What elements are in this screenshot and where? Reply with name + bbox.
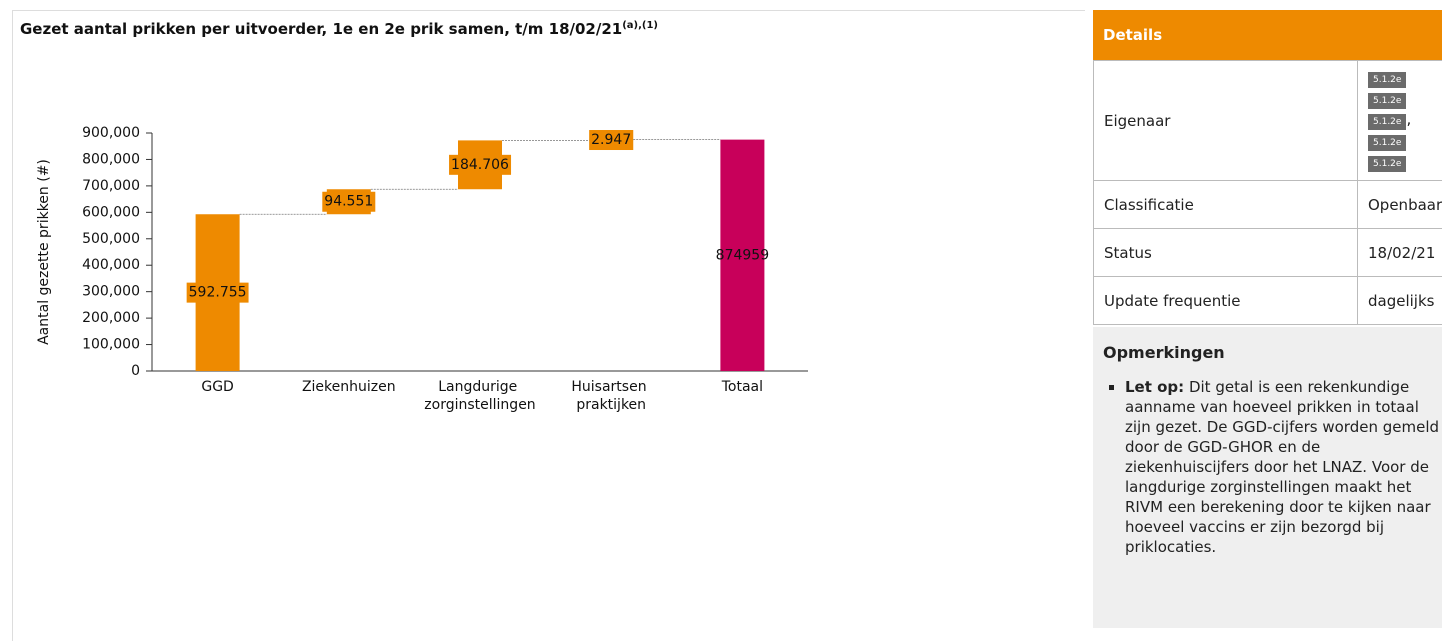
remarks-title: Opmerkingen (1103, 343, 1442, 363)
redaction-line: 5.1.2e (1368, 152, 1442, 173)
value-label: 94.551 (324, 194, 373, 210)
redaction: 5.1.2e (1368, 156, 1406, 172)
redaction: 5.1.2e (1368, 72, 1406, 88)
value: 18/02/21 (1368, 244, 1435, 262)
row-value: 18/02/21 (1358, 229, 1442, 277)
remarks-list: Let op: Dit getal is een rekenkundige aa… (1103, 377, 1442, 557)
remarks: Opmerkingen Let op: Dit getal is een rek… (1093, 327, 1442, 628)
redaction: 5.1.2e (1368, 93, 1406, 109)
details-row: Status 18/02/21 (1094, 229, 1442, 277)
chart: Aantal gezette prikken (#) 0 100,000 200,00… (0, 0, 1090, 628)
value: Openbaar (1368, 196, 1442, 214)
row-value: Openbaar (1358, 181, 1442, 229)
redaction-line: 5.1.2e, (1368, 110, 1442, 131)
y-tick-label: 0 (131, 363, 140, 379)
row-label: Update frequentie (1094, 277, 1358, 325)
details-row: Update frequentie dagelijks (1094, 277, 1442, 325)
x-tick-label: Totaal (721, 379, 763, 395)
y-tick-label: 100,000 (82, 337, 140, 353)
row-label: Classificatie (1094, 181, 1358, 229)
row-label: Eigenaar (1094, 61, 1358, 181)
y-tick-label: 500,000 (82, 231, 140, 247)
page: Gezet aantal prikken per uitvoerder, 1e … (0, 0, 1442, 628)
y-tick-label: 800,000 (82, 151, 140, 167)
redaction-line: 5.1.2e (1368, 68, 1442, 89)
row-value: dagelijks (1358, 277, 1442, 325)
y-axis-label: Aantal gezette prikken (#) (36, 159, 52, 345)
value: dagelijks (1368, 292, 1434, 310)
x-tick-label: Langdurige zorginstellingen (424, 379, 535, 413)
redaction-line: 5.1.2e (1368, 131, 1442, 152)
value-label: 2.947 (591, 132, 631, 148)
separator: , (1406, 110, 1411, 128)
value-label: 184.706 (451, 157, 509, 173)
x-tick-label: GGD (201, 379, 233, 395)
remark: Let op: Dit getal is een rekenkundige aa… (1125, 377, 1442, 557)
y-tick-label: 600,000 (82, 204, 140, 220)
x-tick-label: Ziekenhuizen (302, 379, 396, 395)
details-row: Classificatie Openbaar (1094, 181, 1442, 229)
value-label: 874959 (716, 247, 769, 263)
value-label: 592.755 (189, 285, 247, 301)
x-tick-label: Huisartsen praktijken (571, 379, 651, 413)
y-tick-label: 300,000 (82, 284, 140, 300)
y-tick-label: 900,000 (82, 125, 140, 141)
remark-lead: Let op: (1125, 378, 1184, 396)
redaction: 5.1.2e (1368, 135, 1406, 151)
redaction: 5.1.2e (1368, 114, 1406, 130)
y-tick-label: 200,000 (82, 310, 140, 326)
details-header: Details (1093, 10, 1442, 60)
y-tick-label: 400,000 (82, 257, 140, 273)
y-tick-label: 700,000 (82, 178, 140, 194)
row-label: Status (1094, 229, 1358, 277)
redaction-line: 5.1.2e (1368, 89, 1442, 110)
remark-text: Dit getal is een rekenkundige aanname va… (1125, 378, 1439, 556)
